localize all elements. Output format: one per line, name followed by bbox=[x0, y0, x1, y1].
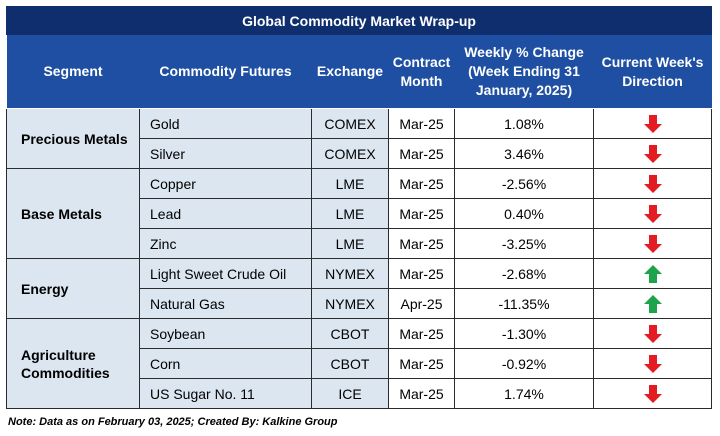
table-title: Global Commodity Market Wrap-up bbox=[5, 6, 713, 35]
contract-month-cell: Mar-25 bbox=[388, 228, 455, 259]
table-body: Precious Metals Gold COMEX Mar-25 1.08% Silve… bbox=[6, 108, 713, 409]
contract-month-cell: Mar-25 bbox=[388, 138, 455, 169]
table-row: Precious Metals Gold COMEX Mar-25 1.08% bbox=[6, 108, 713, 169]
arrow-up-icon bbox=[643, 264, 662, 283]
commodity-cell: Silver bbox=[139, 138, 312, 169]
commodity-cell: Light Sweet Crude Oil bbox=[139, 258, 312, 289]
contract-month-cell: Mar-25 bbox=[388, 348, 455, 379]
direction-cell bbox=[592, 168, 713, 199]
header-commodity: Commodity Futures bbox=[139, 34, 312, 109]
segment-label: Energy bbox=[6, 258, 140, 319]
contract-month-cell: Mar-25 bbox=[388, 318, 455, 349]
direction-cell bbox=[592, 288, 713, 319]
exchange-cell: CBOT bbox=[311, 318, 389, 349]
commodity-cell: US Sugar No. 11 bbox=[139, 378, 312, 409]
segment-label: Agriculture Commodities bbox=[6, 318, 140, 409]
exchange-cell: NYMEX bbox=[311, 288, 389, 319]
arrow-down-icon bbox=[643, 114, 662, 133]
direction-cell bbox=[592, 228, 713, 259]
arrow-down-icon bbox=[643, 144, 662, 163]
arrow-down-icon bbox=[643, 354, 662, 373]
table-row: Agriculture Commodities Soybean CBOT Mar-25… bbox=[6, 318, 713, 409]
segment-label: Precious Metals bbox=[6, 108, 140, 169]
weekly-change-cell: 1.08% bbox=[454, 108, 594, 139]
weekly-change-cell: -0.92% bbox=[454, 348, 594, 379]
commodity-cell: Lead bbox=[139, 198, 312, 229]
segment-label: Base Metals bbox=[6, 168, 140, 259]
header-contract-month: Contract Month bbox=[388, 34, 455, 109]
weekly-change-cell: -2.56% bbox=[454, 168, 594, 199]
header-segment: Segment bbox=[6, 34, 140, 109]
exchange-cell: CBOT bbox=[311, 348, 389, 379]
arrow-down-icon bbox=[643, 174, 662, 193]
weekly-change-cell: -2.68% bbox=[454, 258, 594, 289]
table-row: Silver COMEX Mar-25 3.46% bbox=[7, 138, 713, 169]
weekly-change-cell: -1.30% bbox=[454, 318, 594, 349]
exchange-cell: NYMEX bbox=[311, 258, 389, 289]
commodity-cell: Soybean bbox=[139, 318, 312, 349]
arrow-down-icon bbox=[643, 204, 662, 223]
contract-month-cell: Mar-25 bbox=[388, 108, 455, 139]
commodity-table: Global Commodity Market Wrap-up Segment … bbox=[5, 6, 713, 409]
weekly-change-cell: 3.46% bbox=[454, 138, 594, 169]
arrow-down-icon bbox=[643, 234, 662, 253]
weekly-change-cell: 0.40% bbox=[454, 198, 594, 229]
header-direction: Current Week's Direction bbox=[593, 34, 712, 109]
commodity-wrapup-table-frame: Global Commodity Market Wrap-up Segment … bbox=[5, 6, 713, 409]
contract-month-cell: Apr-25 bbox=[388, 288, 455, 319]
table-row: Corn CBOT Mar-25 -0.92% bbox=[7, 348, 713, 379]
direction-cell bbox=[592, 378, 713, 409]
direction-cell bbox=[592, 198, 713, 229]
weekly-change-cell: 1.74% bbox=[454, 378, 594, 409]
table-row: Base Metals Copper LME Mar-25 -2.56% bbox=[6, 168, 713, 259]
weekly-change-cell: -3.25% bbox=[454, 228, 594, 259]
arrow-down-icon bbox=[643, 324, 662, 343]
direction-cell bbox=[592, 318, 713, 349]
commodity-cell: Gold bbox=[139, 108, 312, 139]
exchange-cell: COMEX bbox=[311, 138, 389, 169]
contract-month-cell: Mar-25 bbox=[388, 378, 455, 409]
commodity-cell: Copper bbox=[139, 168, 312, 199]
direction-cell bbox=[592, 258, 713, 289]
exchange-cell: LME bbox=[311, 198, 389, 229]
exchange-cell: LME bbox=[311, 228, 389, 259]
contract-month-cell: Mar-25 bbox=[388, 258, 455, 289]
table-row: US Sugar No. 11 ICE Mar-25 1.74% bbox=[7, 378, 713, 409]
table-row: Energy Light Sweet Crude Oil NYMEX Mar-25 -2… bbox=[6, 258, 713, 319]
arrow-down-icon bbox=[643, 384, 662, 403]
exchange-cell: LME bbox=[311, 168, 389, 199]
direction-cell bbox=[592, 108, 713, 139]
exchange-cell: ICE bbox=[311, 378, 389, 409]
commodity-cell: Corn bbox=[139, 348, 312, 379]
commodity-cell: Natural Gas bbox=[139, 288, 312, 319]
contract-month-cell: Mar-25 bbox=[388, 168, 455, 199]
weekly-change-cell: -11.35% bbox=[454, 288, 594, 319]
contract-month-cell: Mar-25 bbox=[388, 198, 455, 229]
header-exchange: Exchange bbox=[311, 34, 389, 109]
commodity-cell: Zinc bbox=[139, 228, 312, 259]
exchange-cell: COMEX bbox=[311, 108, 389, 139]
direction-cell bbox=[592, 348, 713, 379]
direction-cell bbox=[592, 138, 713, 169]
arrow-up-icon bbox=[643, 294, 662, 313]
header-weekly-change: Weekly % Change (Week Ending 31 January,… bbox=[454, 34, 594, 109]
footnote: Note: Data as on February 03, 2025; Crea… bbox=[8, 416, 338, 428]
table-row: Natural Gas NYMEX Apr-25 -11.35% bbox=[7, 288, 713, 319]
